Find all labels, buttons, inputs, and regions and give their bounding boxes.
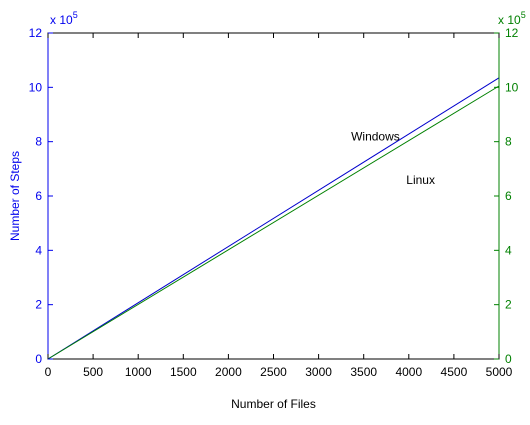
x-tick-label: 1500 [170,365,197,379]
series-line-green [47,85,500,360]
left-y-tick-label: 10 [29,80,43,94]
x-tick-label: 0 [45,365,52,379]
right-y-tick-label: 12 [505,26,519,40]
right-axis-exponent-label: x 105 [498,10,526,27]
x-tick-label: 5000 [486,365,513,379]
left-y-tick-label: 12 [29,26,43,40]
annotation-linux: Linux [406,173,435,187]
x-tick-label: 3500 [350,365,377,379]
series-layer [47,77,500,360]
x-tick-label: 2000 [215,365,242,379]
annotation-windows: Windows [351,129,400,143]
right-y-tick-label: 4 [505,243,512,257]
x-tick-label: 2500 [260,365,287,379]
right-y-tick-label: 6 [505,189,512,203]
right-y-tick-label: 8 [505,135,512,149]
x-axis-title: Number of Files [231,397,316,411]
left-y-tick-label: 8 [35,135,42,149]
annotation-layer: Windows Linux [351,129,435,186]
left-axis-exponent-label: x 105 [50,10,78,27]
x-tick-label: 1000 [125,365,152,379]
right-y-tick-label: 0 [505,352,512,366]
series-line-blue [47,77,500,360]
left-y-tick-label: 6 [35,189,42,203]
tick-layer: 0 500 1000 1500 2000 2500 3000 3500 4000 4500 5000… [29,26,519,379]
plot-frame [47,32,500,360]
left-y-tick-label: 4 [35,243,42,257]
left-y-tick-label: 0 [35,352,42,366]
x-tick-label: 4000 [395,365,422,379]
x-tick-label: 4500 [441,365,468,379]
right-y-tick-label: 10 [505,80,519,94]
left-y-tick-label: 2 [35,298,42,312]
x-tick-label: 500 [83,365,103,379]
y-axis-title: Number of Steps [8,151,22,241]
x-tick-label: 3000 [305,365,332,379]
right-y-tick-label: 2 [505,298,512,312]
